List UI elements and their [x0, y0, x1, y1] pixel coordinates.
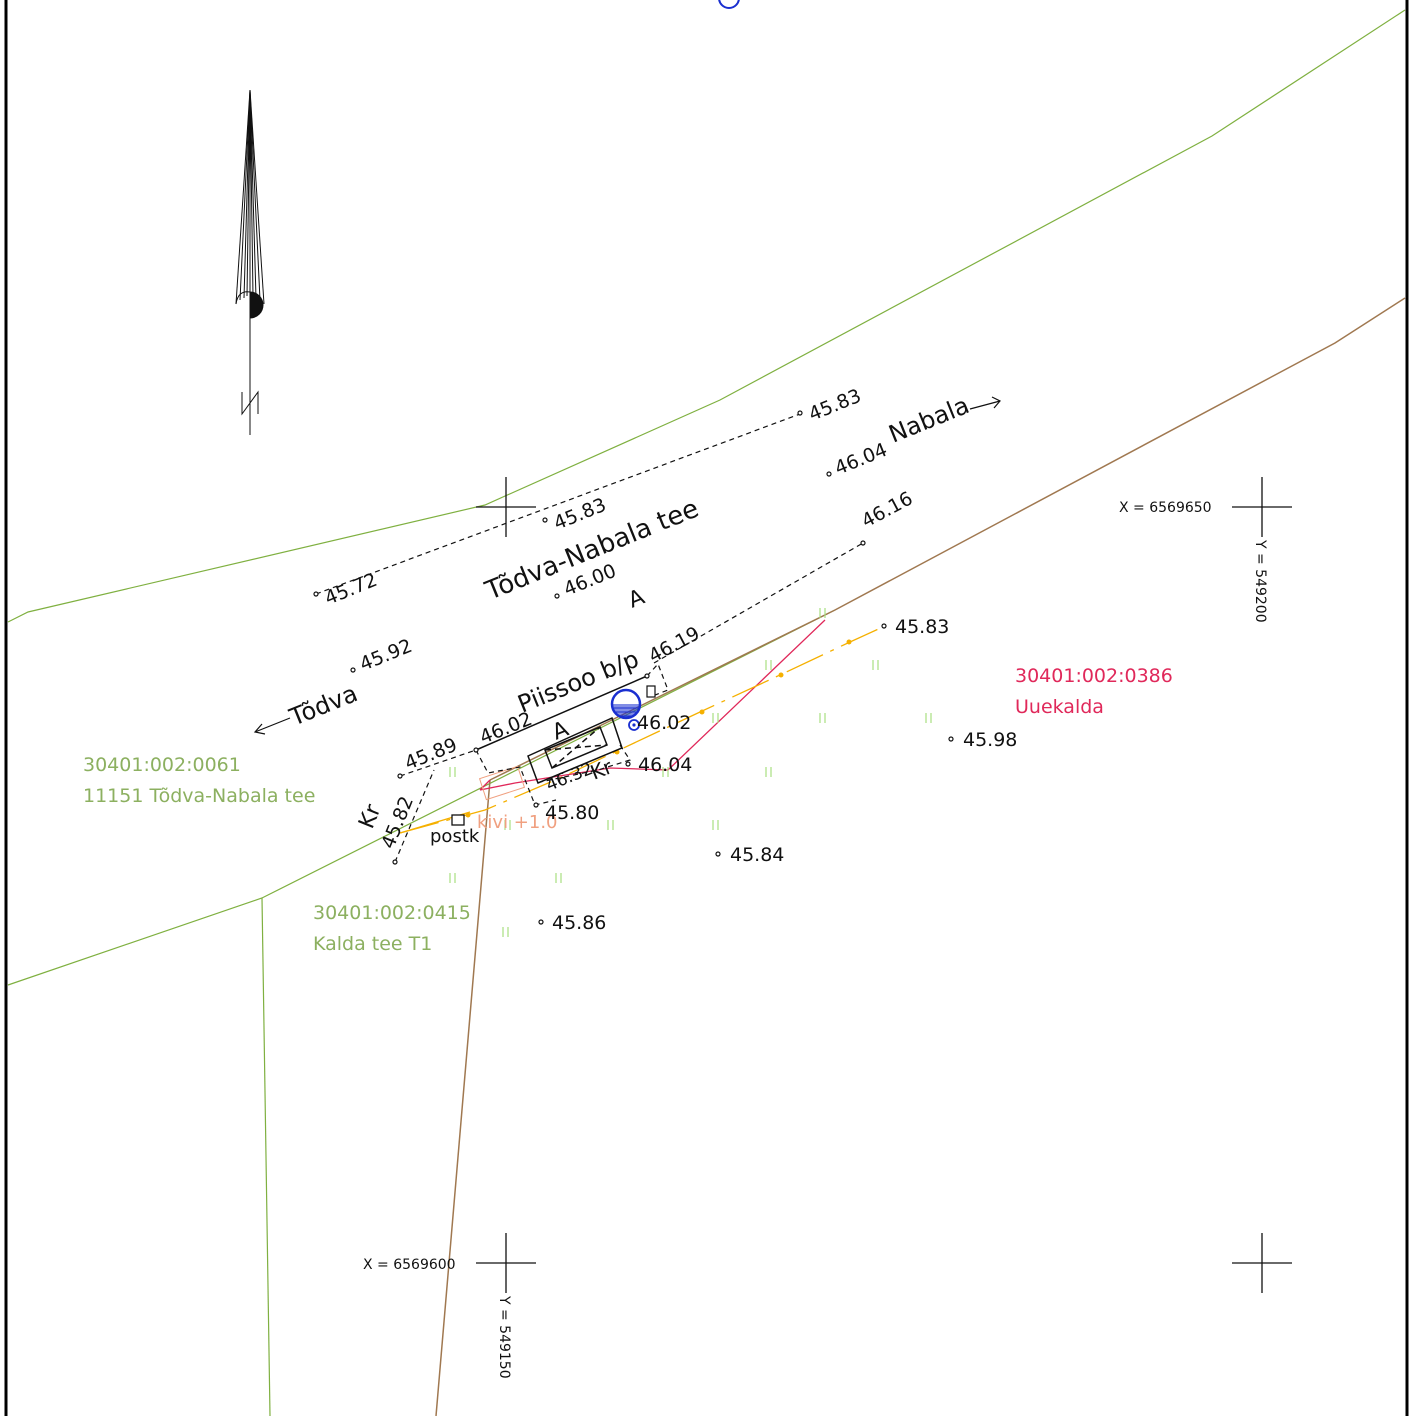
cadastral-boundary-lines	[435, 297, 1406, 1416]
survey-points	[313, 410, 954, 925]
elevation-label: 45.86	[552, 912, 606, 934]
elevation-label: 46.16	[858, 487, 916, 532]
road-edge-dashed	[315, 413, 864, 863]
direction-arrows	[253, 396, 1001, 735]
grid-y-label-2: Y = 549150	[496, 1295, 512, 1379]
post-square-small	[646, 685, 656, 698]
elevation-label: 46.02	[477, 708, 536, 749]
elevation-label: 45.92	[357, 635, 416, 676]
post-label: postk	[430, 826, 480, 847]
parcel-code-label: 30401:002:0061	[83, 754, 241, 776]
stone-outline	[478, 765, 526, 801]
parcel-code-label: 30401:002:0415	[313, 902, 471, 924]
elevation-label: 45.84	[730, 844, 784, 866]
grid-x-label-2: X = 6569600	[363, 1257, 456, 1273]
parcel-name-label: 11151 Tõdva-Nabala tee	[83, 785, 315, 807]
elevation-label: 45.72	[322, 569, 381, 610]
gravel-label-left: Kr	[354, 800, 386, 832]
elevation-label: 46.02	[637, 712, 691, 734]
road-surface-code: A	[625, 585, 648, 614]
elevation-label: 45.83	[895, 616, 949, 638]
road-boundary-lines	[7, 9, 1406, 1416]
parcel-name-label: Kalda tee T1	[313, 933, 432, 955]
post-box-icon	[451, 814, 465, 826]
parcel-boundary-red	[479, 619, 826, 791]
road-dir-left: Tõdva	[285, 679, 362, 732]
grass-symbols	[449, 608, 932, 937]
blue-marker-partial	[718, 0, 740, 9]
parcel-code-label: 30401:002:0386	[1015, 665, 1173, 687]
map-frame	[4, 0, 1409, 1416]
road-dir-right: Nabala	[885, 391, 973, 448]
elevation-label: 45.80	[545, 802, 599, 824]
elevation-label: 45.83	[551, 494, 610, 535]
elevation-label: 46.04	[832, 439, 891, 480]
elevation-label: 45.83	[806, 385, 865, 426]
elevation-label: 46.19	[645, 622, 703, 667]
north-arrow-icon	[235, 89, 265, 435]
elevation-label: 46.04	[638, 754, 692, 776]
building	[475, 675, 648, 784]
elevation-label: 45.89	[402, 734, 461, 775]
elevation-label: 45.98	[963, 729, 1017, 751]
elevation-labels: 45.83 46.04 45.83 46.16 45.72 46.00 45.9…	[322, 385, 1018, 934]
parcel-boundary-red-left	[479, 779, 491, 791]
utility-points	[465, 639, 852, 818]
parcel-name-label: Uuekalda	[1015, 696, 1104, 718]
grid-x-label-1: X = 6569650	[1119, 500, 1212, 516]
grid-y-label-1: Y = 549200	[1252, 539, 1268, 623]
well-icon	[610, 688, 642, 731]
stone-label: kivi +1.0	[477, 812, 558, 833]
grid-crosses	[476, 477, 1292, 1293]
property-surface-code: A	[549, 717, 572, 746]
